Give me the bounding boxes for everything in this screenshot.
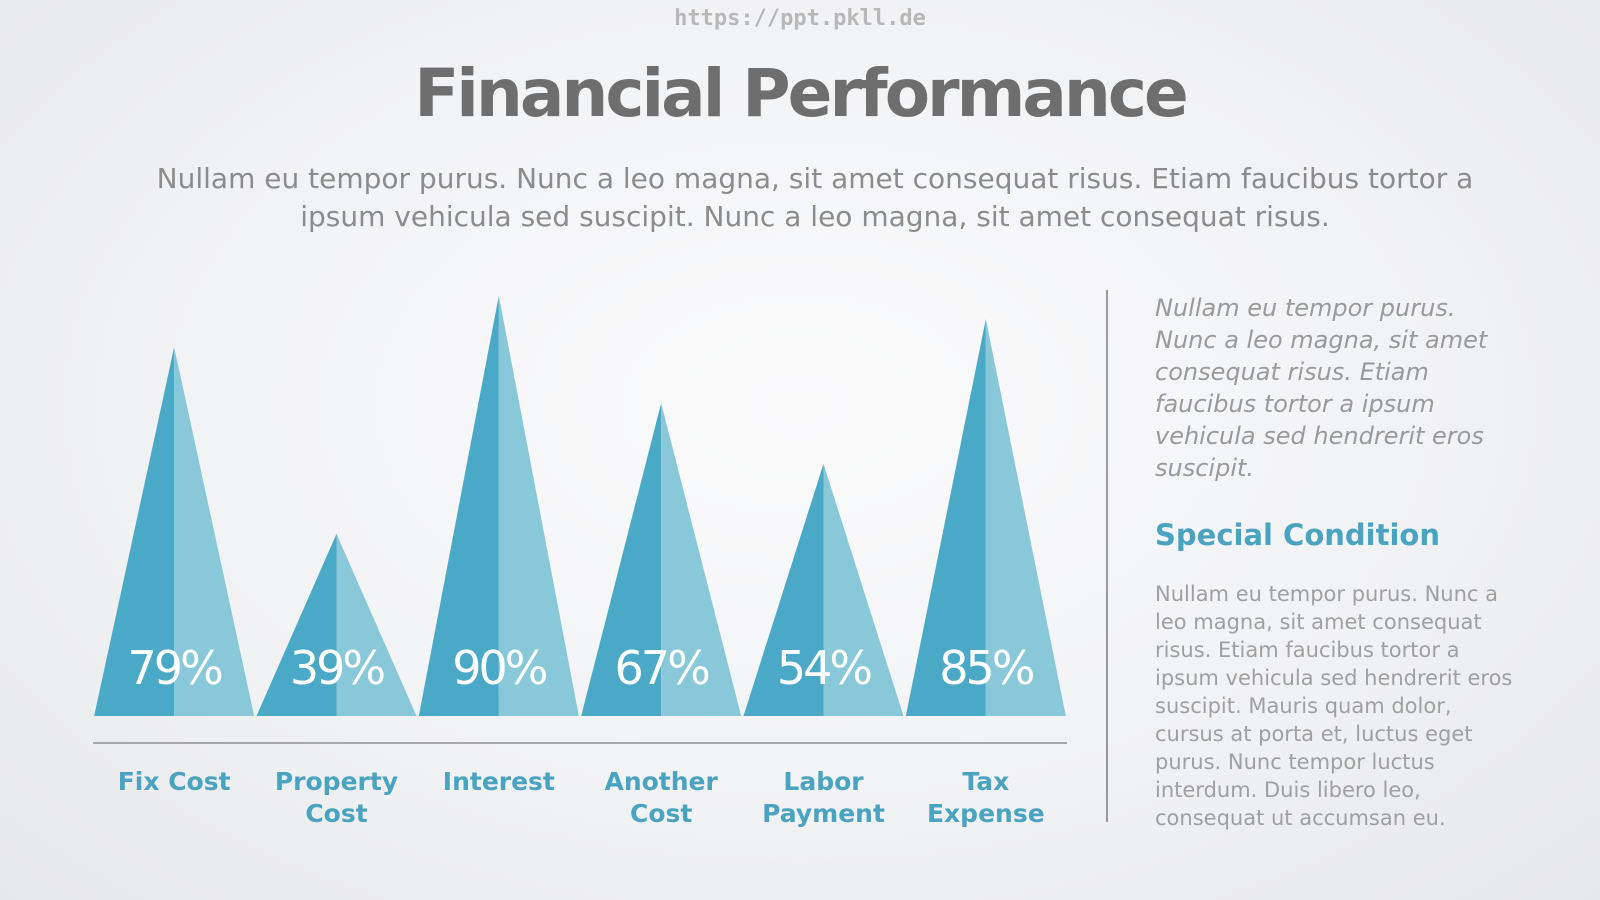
category-label: Tax Expense [926,767,1045,828]
triangle-right [498,295,579,716]
value-label: 90% [452,641,547,695]
triangle-right [174,347,255,716]
triangle-left [94,347,175,716]
category-label: Property Cost [274,767,399,828]
triangle-right [985,319,1066,716]
triangle-left [418,295,499,716]
value-label: 54% [777,641,872,695]
subtitle: Nullam eu tempor purus. Nunc a leo magna… [156,162,1474,233]
side-note: Nullam eu tempor purus. Nunc a leo magna… [1155,294,1488,482]
category-label: Another Cost [604,767,718,828]
category-label: Labor Payment [762,767,885,828]
category-label: Fix Cost [117,767,231,796]
value-label: 79% [128,641,223,695]
title: Financial Performance [414,55,1189,132]
url: https://ppt.pkll.de [674,6,926,31]
triangle-right [336,533,417,716]
value-label: 39% [290,641,385,695]
side-body: Nullam eu tempor purus. Nunc a leo magna… [1155,582,1513,830]
value-label: 67% [615,641,710,695]
value-label: 85% [939,641,1034,695]
triangle-left [256,533,337,716]
triangle-right [661,403,742,716]
triangle-right [823,463,904,716]
triangle-left [743,463,824,716]
side-heading: Special Condition [1155,518,1440,552]
category-label: Interest [442,767,555,796]
triangle-left [581,403,662,716]
triangle-left [905,319,986,716]
